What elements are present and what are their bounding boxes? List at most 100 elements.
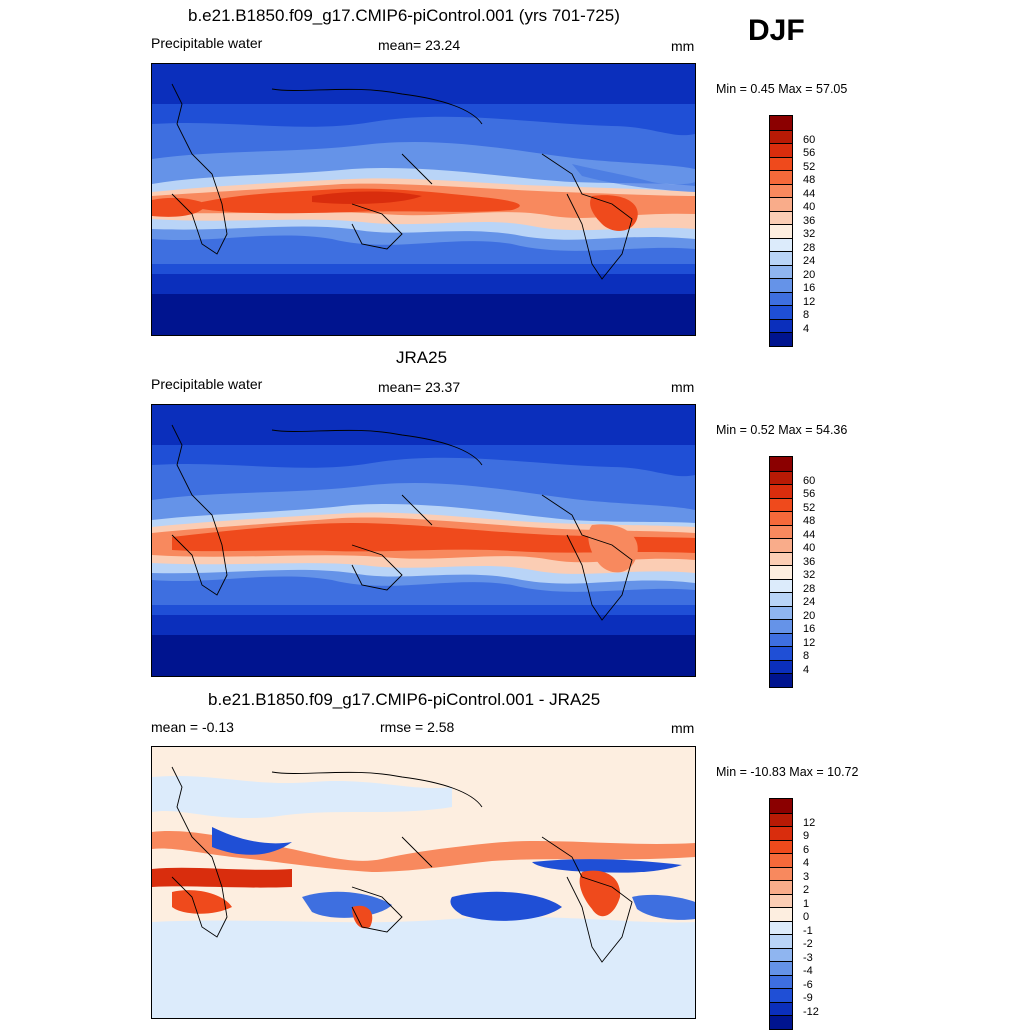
colorbar-tick-label: 28 (803, 582, 816, 595)
colorbar-tick-label: -6 (803, 978, 813, 991)
colorbar-tick-label: -1 (803, 924, 813, 937)
colorbar-tick-label: 9 (803, 830, 810, 842)
colorbar-box (770, 305, 792, 319)
colorbar-tick-label: 56 (803, 488, 816, 500)
colorbar-box (770, 224, 792, 238)
colorbar-box (770, 961, 792, 975)
colorbar-tick-label: 36 (803, 555, 816, 568)
colorbar-box (770, 156, 792, 170)
colorbar (769, 115, 793, 347)
colorbar-box (770, 592, 792, 606)
colorbar-box (770, 673, 792, 687)
colorbar-box (770, 632, 792, 646)
colorbar-tick-label: 1 (803, 897, 810, 910)
colorbar-box (770, 893, 792, 907)
colorbar-tick-label: 8 (803, 309, 810, 321)
colorbar-box (770, 332, 792, 346)
colorbar-tick-label: 4 (803, 663, 810, 676)
colorbar-box (770, 826, 792, 840)
map-plot (151, 404, 696, 677)
colorbar-box (770, 920, 792, 934)
colorbar-tick-label: 20 (803, 609, 816, 622)
colorbar-box (770, 934, 792, 948)
panel-title: b.e21.B1850.f09_g17.CMIP6-piControl.001 … (208, 690, 601, 709)
colorbar-tick-label: 4 (803, 322, 810, 335)
colorbar-tick-label: 32 (803, 569, 816, 581)
colorbar-tick-label: 52 (803, 160, 816, 173)
colorbar-tick-label: 12 (803, 636, 816, 649)
colorbar-box (770, 116, 792, 130)
colorbar-tick-label: 6 (803, 843, 810, 856)
minmax-label: Min = -10.83 Max = 10.72 (716, 765, 859, 779)
colorbar-tick-label: 44 (803, 528, 816, 541)
colorbar-box (770, 264, 792, 278)
colorbar-box (770, 839, 792, 853)
colorbar-box (770, 197, 792, 211)
mean-label: mean = -0.13 (151, 719, 234, 735)
colorbar-box (770, 129, 792, 143)
colorbar-box (770, 646, 792, 660)
colorbar (769, 798, 793, 1030)
colorbar-box (770, 143, 792, 157)
colorbar-box (770, 1001, 792, 1015)
colorbar-box (770, 812, 792, 826)
rmse-label: rmse = 2.58 (380, 719, 455, 735)
colorbar-tick-label: 0 (803, 911, 810, 923)
colorbar-tick-label: 12 (803, 816, 816, 829)
mean-label: mean= 23.37 (378, 379, 461, 395)
colorbar-tick-label: 40 (803, 542, 816, 554)
colorbar-box (770, 880, 792, 894)
colorbar-tick-label: 44 (803, 187, 816, 200)
colorbar-tick-label: 12 (803, 295, 816, 308)
colorbar-tick-label: 20 (803, 268, 816, 281)
colorbar-box (770, 511, 792, 525)
colorbar-box (770, 799, 792, 813)
colorbar-box (770, 1015, 792, 1029)
units-label: mm (671, 38, 695, 54)
colorbar-tick-label: 48 (803, 515, 816, 527)
season-label: DJF (748, 14, 805, 47)
colorbar-tick-label: 60 (803, 474, 816, 487)
colorbar-box (770, 484, 792, 498)
colorbar-box (770, 170, 792, 184)
colorbar-box (770, 210, 792, 224)
colorbar-tick-label: 4 (803, 857, 810, 869)
colorbar-tick-label: 3 (803, 870, 810, 883)
colorbar-tick-label: -12 (803, 1005, 819, 1018)
colorbar-box (770, 470, 792, 484)
colorbar-tick-label: 16 (803, 282, 816, 294)
colorbar-box (770, 291, 792, 305)
colorbar-box (770, 565, 792, 579)
mean-label: mean= 23.24 (378, 37, 461, 53)
colorbar-box (770, 278, 792, 292)
colorbar-box (770, 866, 792, 880)
colorbar-box (770, 659, 792, 673)
colorbar-tick-label: -3 (803, 951, 813, 964)
colorbar-tick-label: 8 (803, 650, 810, 662)
colorbar-tick-label: 32 (803, 228, 816, 240)
colorbar-box (770, 318, 792, 332)
colorbar-box (770, 988, 792, 1002)
colorbar-box (770, 551, 792, 565)
colorbar-tick-label: 16 (803, 623, 816, 635)
minmax-label: Min = 0.52 Max = 54.36 (716, 423, 848, 437)
map-plot (151, 746, 696, 1019)
colorbar-tick-label: 52 (803, 501, 816, 514)
minmax-label: Min = 0.45 Max = 57.05 (716, 82, 848, 96)
colorbar-tick-label: -4 (803, 965, 813, 977)
colorbar-box (770, 457, 792, 471)
colorbar-box (770, 907, 792, 921)
colorbar (769, 456, 793, 688)
colorbar-box (770, 237, 792, 251)
colorbar-tick-label: -9 (803, 992, 813, 1004)
colorbar-box (770, 947, 792, 961)
colorbar-box (770, 497, 792, 511)
map-plot (151, 63, 696, 336)
variable-label: Precipitable water (151, 376, 263, 392)
colorbar-tick-label: 24 (803, 596, 816, 608)
colorbar-box (770, 524, 792, 538)
colorbar-tick-label: 48 (803, 174, 816, 186)
colorbar-box (770, 974, 792, 988)
colorbar-tick-label: 28 (803, 241, 816, 254)
colorbar-box (770, 183, 792, 197)
